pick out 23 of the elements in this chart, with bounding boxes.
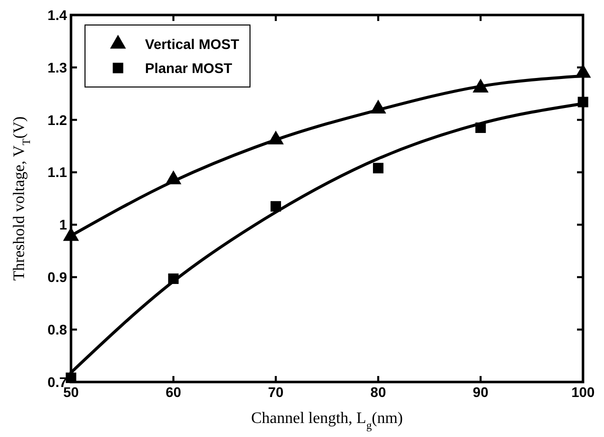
point (168, 273, 179, 284)
point (372, 162, 384, 174)
x-tick-label: 70 (268, 384, 284, 400)
point (268, 130, 284, 144)
y-tick-label: 1.2 (48, 112, 68, 128)
y-tick-label: 1.1 (48, 164, 68, 180)
y-tick-label: 0.8 (48, 321, 68, 338)
x-tick-label: 50 (63, 384, 79, 400)
point (270, 201, 282, 212)
x-tick-label: 100 (571, 384, 595, 400)
x-tick-label: 90 (472, 384, 489, 400)
point (472, 78, 489, 92)
legend-label: Planar MOST (145, 60, 233, 76)
legend-label: Vertical MOST (145, 36, 240, 52)
y-tick-label: 1.4 (48, 6, 68, 23)
point (370, 100, 386, 114)
y-tick-label: 0.9 (48, 269, 68, 286)
y-tick-label: 1 (59, 216, 68, 233)
x-tick-label: 80 (370, 384, 386, 400)
y-tick-label: 1.3 (48, 59, 68, 76)
x-axis-title: Channel length, L$_{g}$(nm) (251, 410, 403, 432)
point (165, 170, 182, 184)
x-tick-label: 60 (166, 384, 182, 400)
